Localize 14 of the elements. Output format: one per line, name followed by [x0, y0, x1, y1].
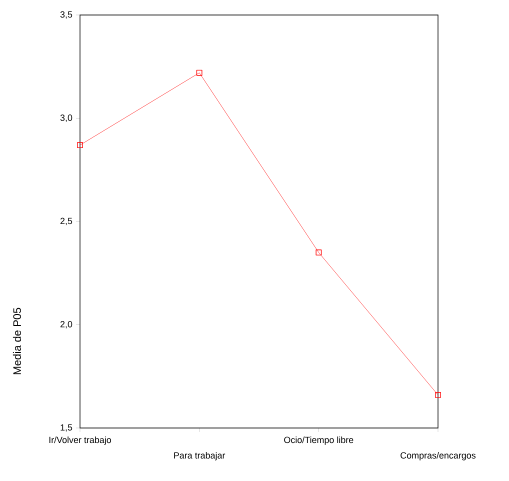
point: [196, 70, 202, 76]
x-tick-label: Para trabajar: [174, 452, 226, 460]
x-tick-label: Compras/encargos: [400, 452, 476, 460]
y-tick-label: 2,0: [60, 321, 72, 328]
y-tick-label: 3,5: [60, 11, 72, 19]
x-tick-label: Ir/Volver trabajo: [49, 436, 112, 445]
point: [77, 142, 83, 148]
y-tick-label: 1,5: [60, 424, 72, 432]
y-tick-label: 3,0: [60, 114, 72, 122]
point: [435, 392, 441, 398]
point: [316, 250, 322, 256]
y-axis-title: Media de P05: [12, 308, 21, 374]
y-tick-label: 2,5: [60, 218, 72, 226]
x-tick-label: Ocio/Tiempo libre: [284, 436, 354, 445]
